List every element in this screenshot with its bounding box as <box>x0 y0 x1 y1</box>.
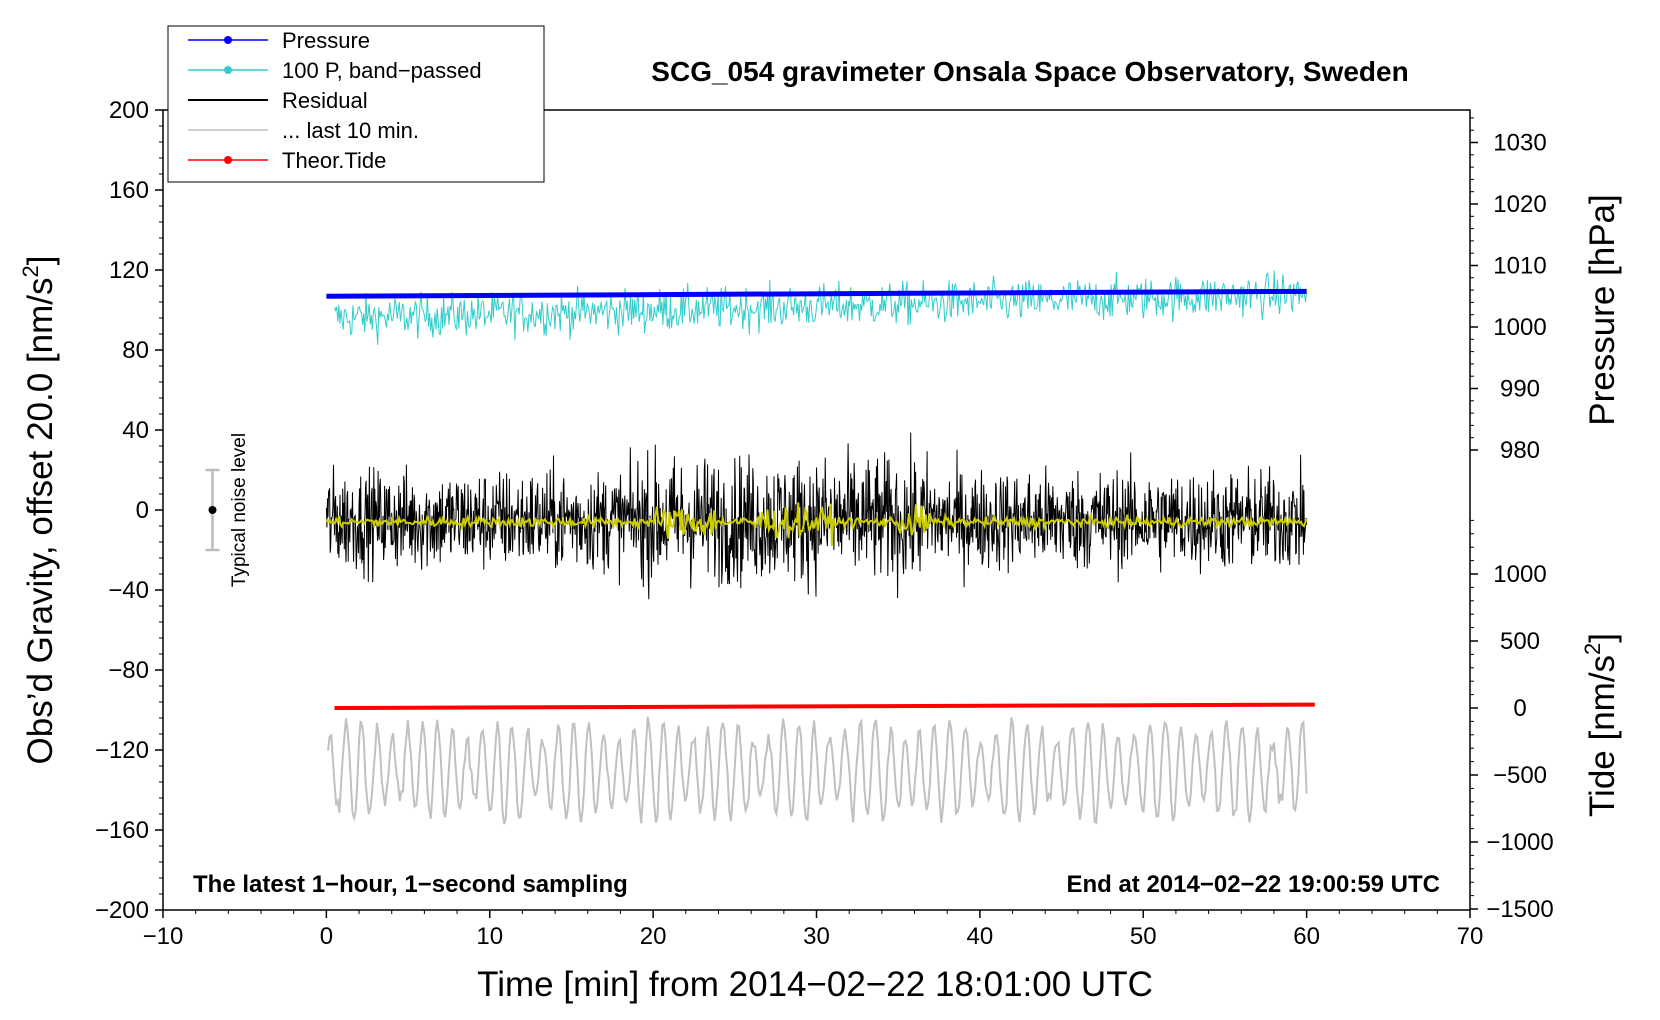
tide-axis-ticks: −1500 −1000 −500 0 500 1000 <box>1470 519 1554 923</box>
legend-marker <box>224 156 232 164</box>
x-axis-title: Time [min] from 2014−02−22 18:01:00 UTC <box>477 965 1153 1004</box>
tide-axis-title-main: Tide [nm/s <box>1583 655 1622 817</box>
x-tick-label: 0 <box>320 923 333 950</box>
left-tick-label: −200 <box>95 897 149 924</box>
x-tick-label: 50 <box>1130 923 1157 950</box>
left-axis-title-sup: 2 <box>18 265 43 277</box>
noise-bar-center <box>208 506 217 514</box>
legend-label: 100 P, band−passed <box>282 58 482 83</box>
note-left: The latest 1−hour, 1−second sampling <box>193 871 628 898</box>
legend-label: Residual <box>282 88 368 113</box>
noise-label: Typical noise level <box>229 433 250 587</box>
chart-title: SCG_054 gravimeter Onsala Space Observat… <box>651 56 1408 87</box>
legend-marker <box>224 36 232 44</box>
legend: Pressure 100 P, band−passed Residual ... la… <box>167 25 545 183</box>
x-tick-label: 20 <box>640 923 667 950</box>
tide-tick-label: −1500 <box>1486 896 1553 923</box>
tide-tick-label: 0 <box>1513 695 1526 722</box>
series-residual <box>325 432 1308 600</box>
x-tick-label: 30 <box>803 923 830 950</box>
tide-axis-title-end: ] <box>1583 633 1622 643</box>
left-axis-title: Obs’d Gravity, offset 20.0 [nm/s2] <box>18 256 60 765</box>
x-tick-label: 10 <box>476 923 503 950</box>
legend-box <box>167 25 545 183</box>
series-pressure <box>326 288 1307 299</box>
pressure-tick-label: 1030 <box>1493 130 1546 157</box>
x-tick-label: 60 <box>1293 923 1320 950</box>
tide-axis-title: Tide [nm/s2] <box>1580 633 1622 817</box>
legend-label: ... last 10 min. <box>282 118 419 143</box>
pressure-tick-label: 1000 <box>1493 314 1546 341</box>
x-axis-ticks: −10 0 10 20 30 40 50 60 70 <box>143 910 1484 950</box>
left-tick-label: −120 <box>95 737 149 764</box>
pressure-axis-title: Pressure [hPa] <box>1583 194 1622 426</box>
legend-label: Theor.Tide <box>282 148 386 173</box>
note-right: End at 2014−02−22 19:00:59 UTC <box>1066 871 1440 898</box>
pressure-tick-label: 1020 <box>1493 191 1546 218</box>
tide-tick-label: −500 <box>1493 762 1547 789</box>
left-tick-label: 160 <box>109 177 149 204</box>
left-tick-label: −40 <box>108 577 149 604</box>
left-tick-label: −160 <box>95 817 149 844</box>
series-theoretical-tide <box>334 702 1315 710</box>
left-tick-label: 0 <box>136 497 149 524</box>
tide-tick-label: −1000 <box>1486 829 1553 856</box>
series-last-10-min <box>327 716 1308 825</box>
tide-tick-label: 500 <box>1500 628 1540 655</box>
left-tick-label: 120 <box>109 257 149 284</box>
left-tick-label: 40 <box>122 417 149 444</box>
pressure-axis-ticks: 980 990 1000 1010 1020 1030 <box>1470 117 1547 464</box>
legend-marker <box>224 66 232 74</box>
x-tick-label: −10 <box>143 923 184 950</box>
pressure-tick-label: 1010 <box>1493 253 1546 280</box>
left-tick-label: 80 <box>122 337 149 364</box>
noise-level-bar: Typical noise level <box>205 433 250 587</box>
left-axis-title-end: ] <box>21 256 60 266</box>
series-residual-smoothed <box>325 502 1308 546</box>
left-tick-label: 200 <box>109 97 149 124</box>
tide-tick-label: 1000 <box>1493 561 1546 588</box>
left-tick-label: −80 <box>108 657 149 684</box>
series-layer <box>325 270 1315 825</box>
series-bandpassed-pressure <box>334 270 1308 346</box>
pressure-tick-label: 990 <box>1500 376 1540 403</box>
pressure-tick-label: 980 <box>1500 437 1540 464</box>
tide-axis-title-sup: 2 <box>1580 643 1605 655</box>
left-axis-title-main: Obs’d Gravity, offset 20.0 [nm/s <box>21 278 60 765</box>
legend-label: Pressure <box>282 28 370 53</box>
x-tick-label: 40 <box>967 923 994 950</box>
left-axis-ticks: −200 −160 −120 −80 −40 0 40 80 120 160 200 <box>95 97 163 924</box>
x-tick-label: 70 <box>1457 923 1484 950</box>
